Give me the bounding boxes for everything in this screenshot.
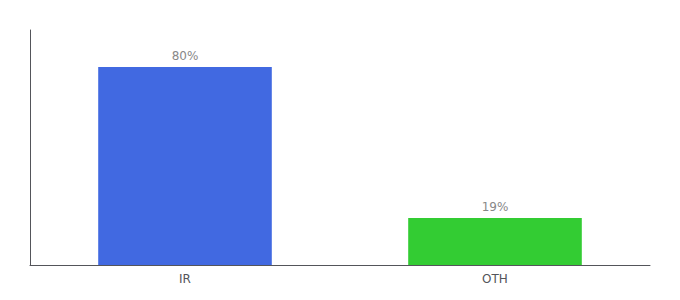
svg-text:80%: 80% [172,49,199,63]
svg-text:IR: IR [179,272,191,286]
svg-text:OTH: OTH [482,272,508,286]
svg-text:19%: 19% [482,200,509,214]
